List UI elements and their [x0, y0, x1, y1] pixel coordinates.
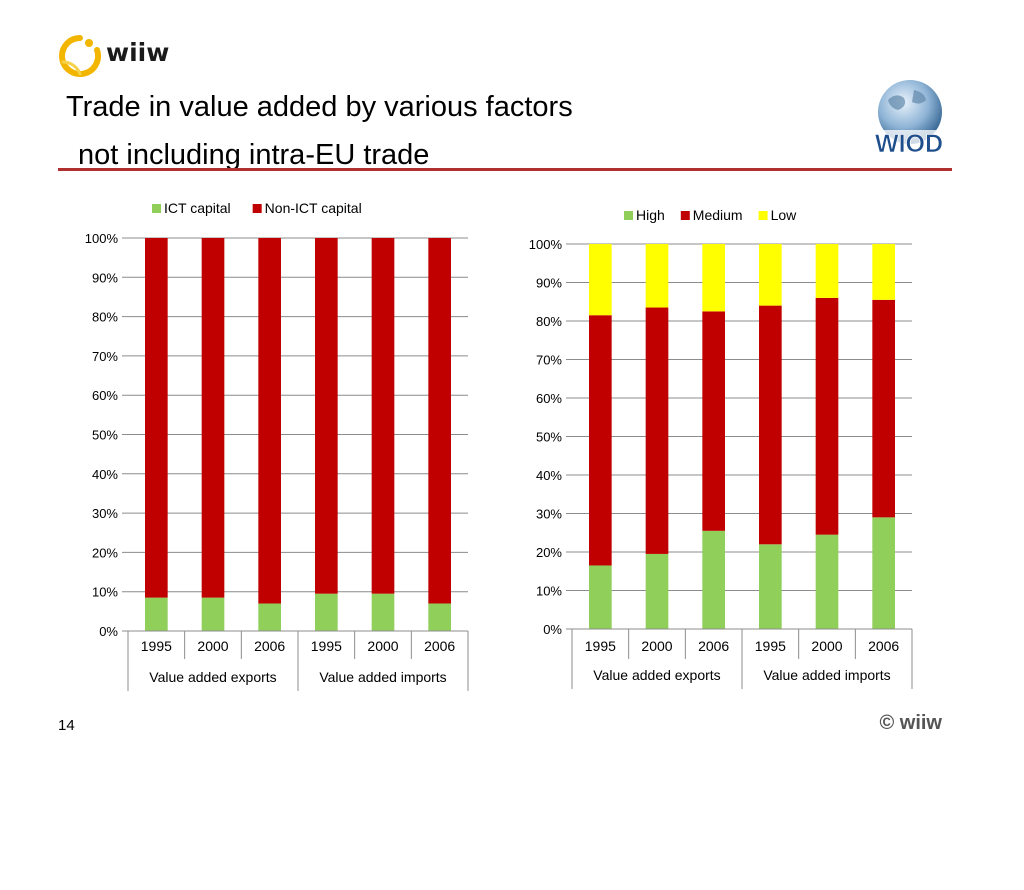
chart-right-bar-2-0	[589, 244, 612, 316]
chart-left-bar-0-0	[145, 597, 168, 631]
chart-right-category-label-3: 1995	[755, 638, 786, 654]
wiod-globe-logo: WIOD	[870, 80, 948, 158]
chart-right-bar-1-0	[589, 315, 612, 566]
chart-right-legend-label-0: High	[636, 207, 665, 223]
chart-right-category-label-2: 2006	[698, 638, 729, 654]
chart-left-category-label-2: 2006	[254, 638, 285, 654]
chart-left-group-label-0: Value added exports	[149, 669, 276, 685]
chart-left-y-tick-6: 60%	[92, 388, 118, 403]
chart-right-bar-0-0	[589, 565, 612, 629]
chart-right-bar-0-3	[759, 544, 782, 629]
chart-right-bar-0-5	[872, 517, 895, 629]
chart-right-bar-2-4	[815, 244, 839, 298]
chart-right-y-tick-1: 10%	[536, 584, 562, 599]
chart-left-y-tick-0: 0%	[99, 624, 118, 639]
page-number: 14	[58, 717, 75, 734]
chart-right-category-label-1: 2000	[641, 638, 672, 654]
wiod-logo-text: WIOD	[875, 130, 943, 158]
chart-right-y-tick-0: 0%	[543, 622, 562, 637]
chart-right-category-label-5: 2006	[868, 638, 899, 654]
chart-left-bar-1-1	[201, 238, 225, 598]
chart-right-y-tick-5: 50%	[536, 430, 562, 445]
chart-right-group-label-0: Value added exports	[593, 667, 720, 683]
chart-left-y-tick-1: 10%	[92, 585, 118, 600]
chart-right-y-tick-7: 70%	[536, 353, 562, 368]
chart-right-y-tick-8: 80%	[536, 314, 562, 329]
chart-left-y-tick-5: 50%	[92, 428, 118, 443]
title-line-2: not including intra-EU trade	[78, 139, 430, 171]
chart-right-legend-label-2: Low	[771, 207, 798, 223]
chart-left-category-label-5: 2006	[424, 638, 455, 654]
chart-left-category-label-0: 1995	[141, 638, 172, 654]
chart-right-bar-1-3	[759, 305, 782, 545]
chart-left-legend-swatch-1	[252, 204, 262, 213]
chart-right-category-label-4: 2000	[811, 638, 842, 654]
copyright-notice: © wiiw	[879, 712, 942, 734]
chart-left-y-tick-2: 20%	[92, 545, 118, 560]
chart-right-bar-1-2	[702, 311, 725, 531]
chart-right-bar-2-2	[702, 244, 725, 312]
chart-right-bar-1-4	[815, 297, 839, 535]
chart-left-y-tick-9: 90%	[92, 270, 118, 285]
chart-right-bar-2-1	[645, 244, 669, 308]
title-divider	[58, 168, 952, 171]
chart-left-bar-0-1	[201, 597, 225, 631]
chart-right-y-tick-6: 60%	[536, 391, 562, 406]
chart-right-y-tick-3: 30%	[536, 507, 562, 522]
chart-right-y-tick-9: 90%	[536, 276, 562, 291]
chart-left-legend-label-1: Non-ICT capital	[265, 200, 362, 216]
chart-left-y-tick-10: 100%	[85, 231, 119, 246]
chart-left-legend-swatch-0	[152, 204, 161, 213]
chart-left-bar-1-4	[371, 238, 395, 594]
chart-right-bar-2-3	[759, 244, 782, 306]
chart-right-bar-1-5	[872, 299, 895, 518]
chart-left-bar-0-5	[428, 603, 451, 631]
chart-right-bar-1-1	[645, 307, 669, 554]
chart-right-bar-0-4	[815, 534, 839, 629]
chart-right-legend-swatch-1	[680, 211, 690, 220]
chart-left-bar-1-5	[428, 238, 451, 604]
chart-right-y-tick-4: 40%	[536, 468, 562, 483]
wiiw-logo: wiiw	[58, 34, 198, 78]
chart-left-bar-0-2	[258, 603, 281, 631]
chart-left-bar-1-2	[258, 238, 281, 604]
chart-left-category-label-1: 2000	[197, 638, 228, 654]
chart-right-legend-swatch-0	[624, 211, 633, 220]
chart-left-category-label-4: 2000	[367, 638, 398, 654]
brand-name: wiiw	[106, 38, 170, 67]
chart-right-bar-0-1	[645, 553, 669, 629]
chart-left-y-tick-7: 70%	[92, 349, 118, 364]
chart-left-y-tick-3: 30%	[92, 506, 118, 521]
wiiw-swirl-icon	[59, 35, 102, 77]
page-title: Trade in value added by various factors …	[66, 83, 573, 179]
chart-left-group-label-1: Value added imports	[319, 669, 446, 685]
chart-right-legend-label-1: Medium	[693, 207, 743, 223]
chart-left-category-label-3: 1995	[311, 638, 342, 654]
skill-level-chart: High Medium Low 0% 10% 20% 30% 40% 50% 60% 70% 80% 9…	[529, 207, 913, 689]
chart-right-y-tick-10: 100%	[529, 237, 563, 252]
chart-right-category-label-0: 1995	[585, 638, 616, 654]
chart-right-bar-2-5	[872, 244, 895, 300]
ict-capital-chart: ICT capital Non-ICT capital 0% 10% 20% 30% 40%…	[85, 200, 469, 691]
chart-left-bar-1-0	[145, 238, 168, 598]
chart-left-bar-0-4	[371, 593, 395, 631]
chart-left-legend-label-0: ICT capital	[164, 200, 231, 216]
chart-left-bar-0-3	[315, 593, 338, 631]
title-line-1: Trade in value added by various factors	[66, 91, 573, 123]
chart-right-bar-0-2	[702, 530, 725, 629]
chart-right-y-tick-2: 20%	[536, 545, 562, 560]
chart-left-y-tick-8: 80%	[92, 310, 118, 325]
chart-left-y-tick-4: 40%	[92, 467, 118, 482]
chart-right-legend-swatch-2	[758, 211, 768, 220]
chart-right-group-label-1: Value added imports	[763, 667, 890, 683]
chart-left-bar-1-3	[315, 238, 338, 594]
